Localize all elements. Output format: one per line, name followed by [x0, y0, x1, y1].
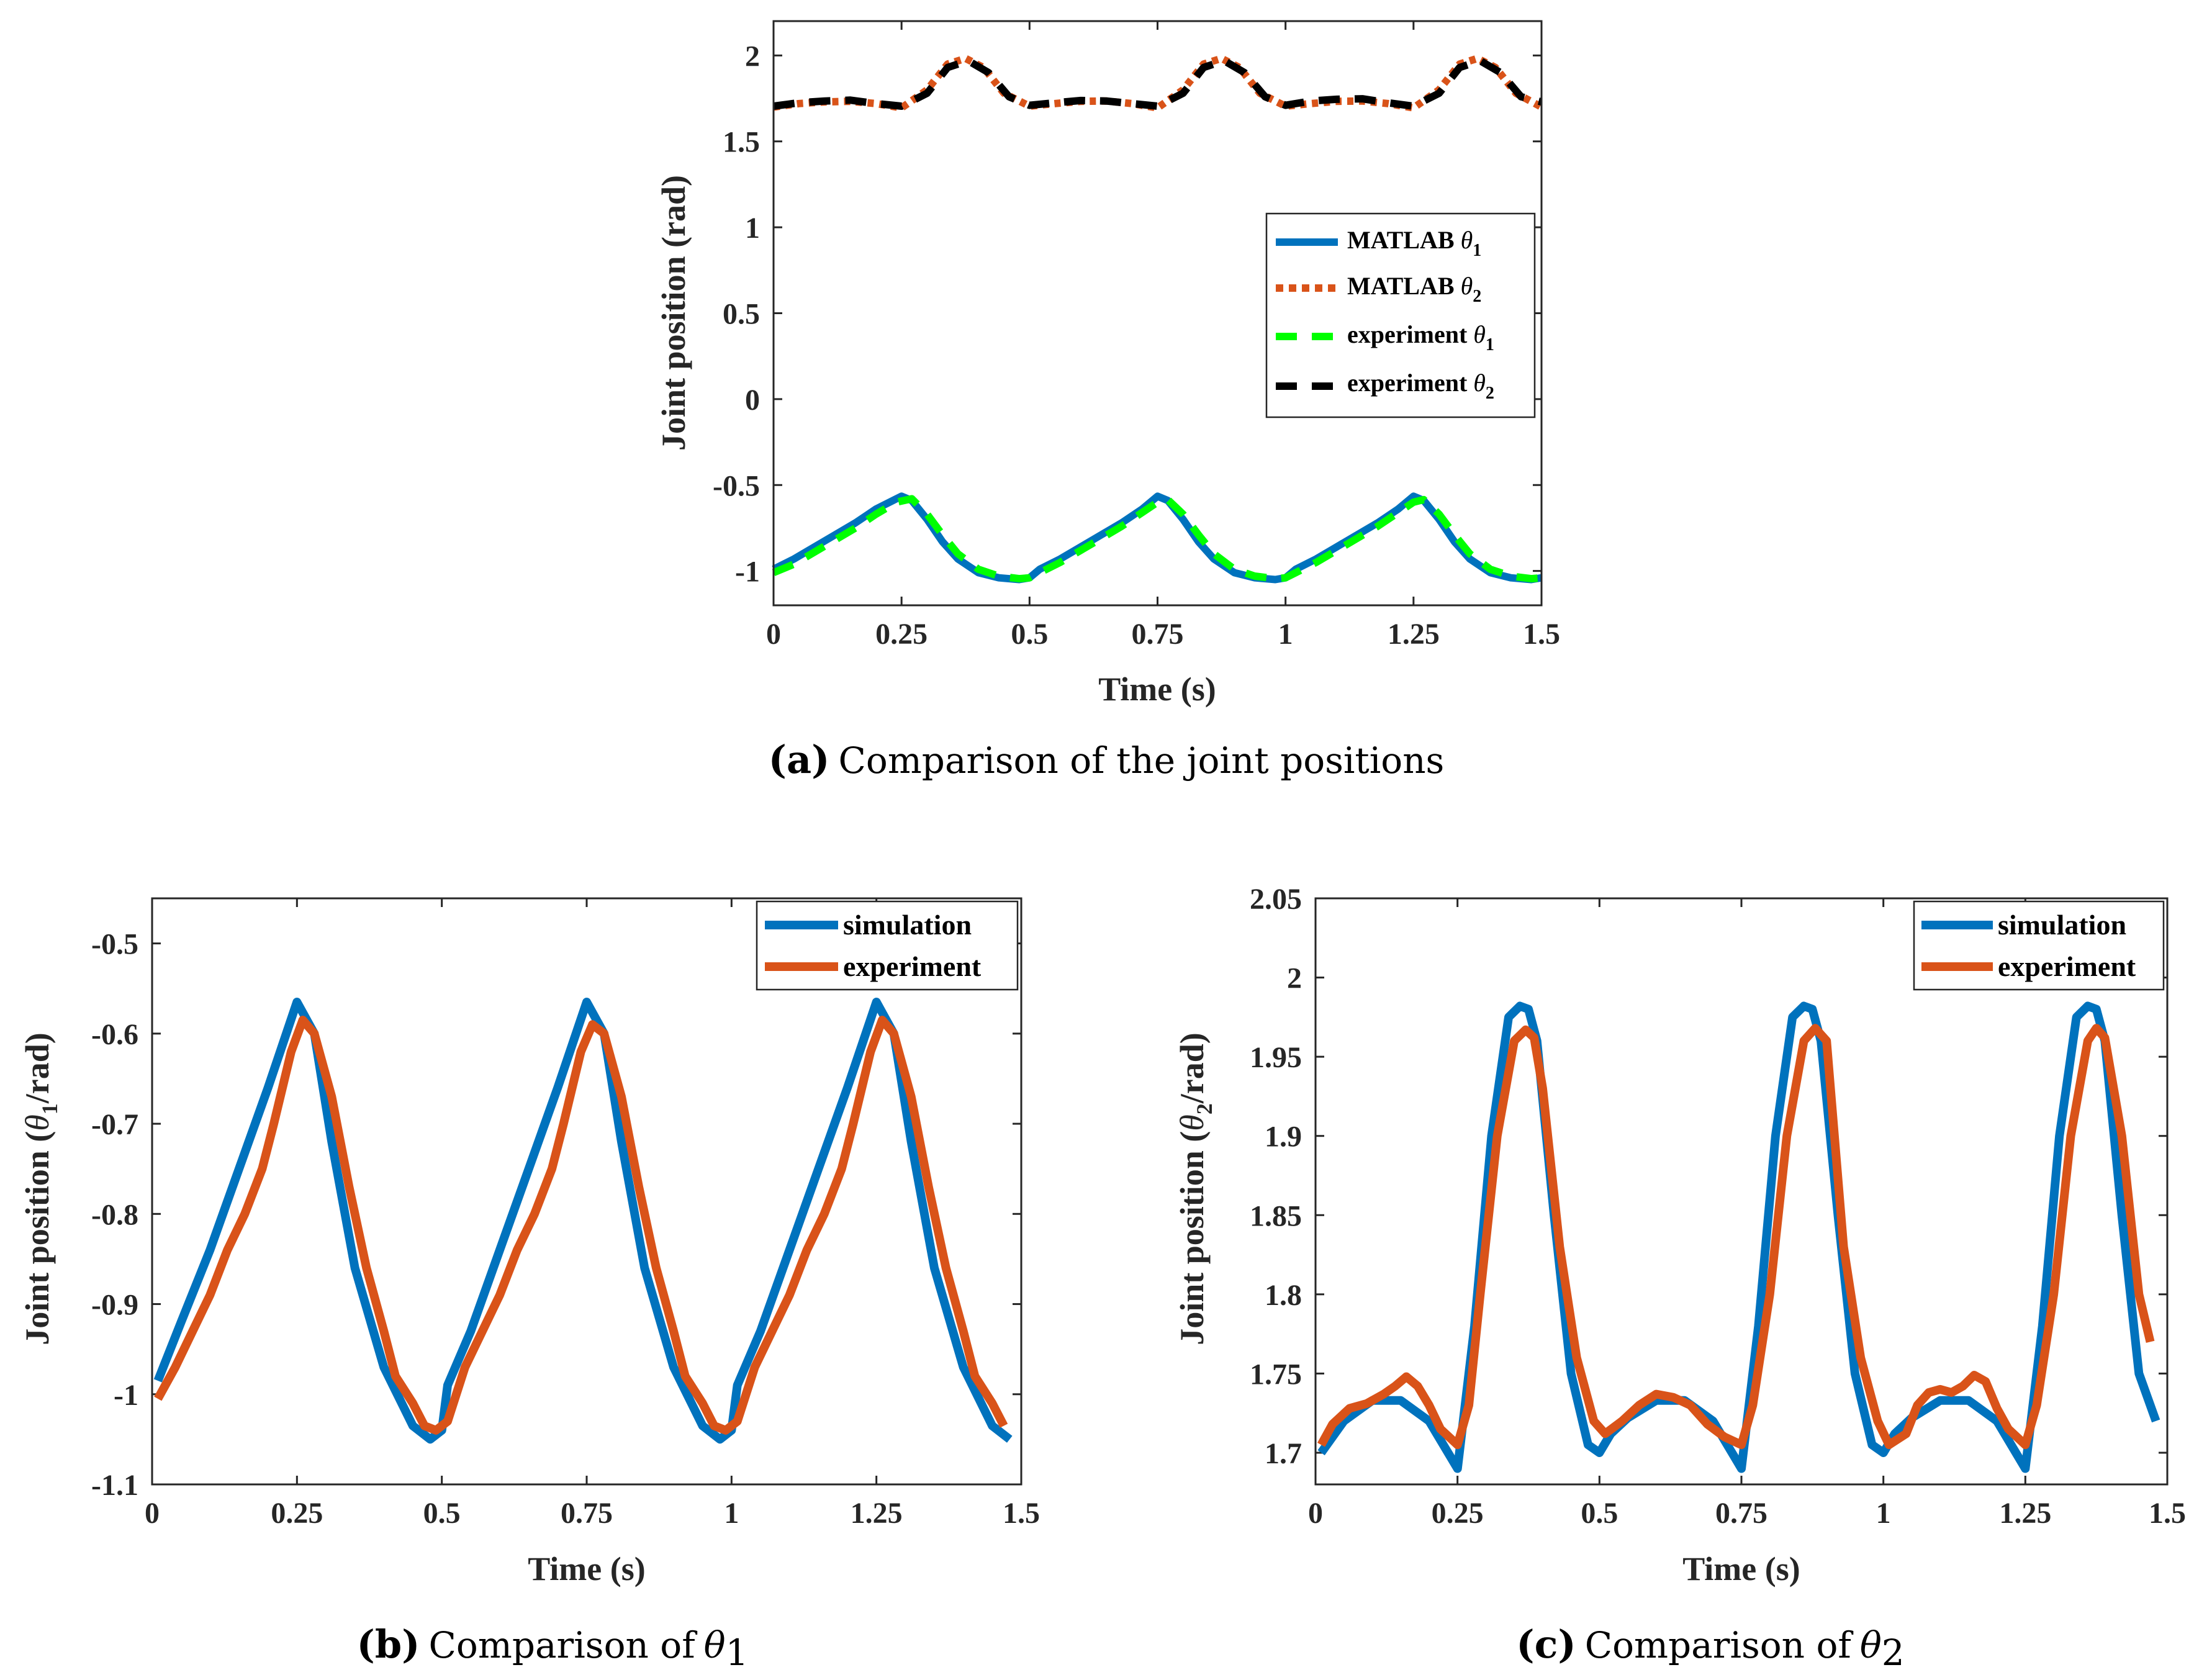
- c-series-group: [1317, 1001, 2160, 1473]
- a-y-tick-label-3: 0.5: [723, 298, 760, 331]
- chart-panel-a: 0 0.25 0.5 0.75 1 1.25 1.5 -1 -0.5 0 0.5 1 1.5 2 Time…: [655, 20, 1560, 782]
- b-x-axis-label: Time (s): [528, 1550, 645, 1587]
- c-legend: simulation experiment: [1913, 900, 2165, 991]
- a-plot-frame: [772, 20, 1543, 607]
- a-series-group: [772, 55, 1543, 584]
- a-series-line-1: [772, 492, 1543, 584]
- c-legend-box: [1913, 900, 2165, 991]
- c-y-tick-label-0: 1.7: [1265, 1437, 1302, 1470]
- a-x-tick-label-0: 0: [766, 618, 781, 651]
- b-legend-entry-2: experiment: [765, 950, 982, 982]
- b-series-line-2: [154, 1016, 1008, 1435]
- chart-panel-c: 0 0.25 0.5 0.75 1 1.25 1.5 1.7 1.75 1.8 1.85 1.9 1.9…: [1173, 883, 2186, 1674]
- b-x-tick-label-0: 0: [145, 1497, 160, 1530]
- c-y-tick-label-7: 2.05: [1250, 883, 1302, 916]
- c-y-tick-label-5: 1.95: [1250, 1041, 1302, 1074]
- a-y-tick-label-4: 1: [745, 212, 760, 245]
- c-caption: (c) Comparison of θ2: [1516, 1622, 1904, 1674]
- c-y-tick-label-1: 1.75: [1250, 1358, 1302, 1391]
- c-x-tick-label-2: 0.5: [1581, 1497, 1618, 1530]
- c-y-tick-label-4: 1.9: [1265, 1121, 1302, 1154]
- a-legend-box: [1265, 212, 1536, 418]
- a-y-tick-label-1: -0.5: [713, 469, 760, 502]
- a-x-tick-label-3: 0.75: [1132, 618, 1184, 651]
- c-x-tick-label-3: 0.75: [1715, 1497, 1767, 1530]
- b-axes: 0 0.25 0.5 0.75 1 1.25 1.5 -1.1 -1 -0.9 -0.8 -0.7 -0…: [91, 898, 1040, 1530]
- a-y-tick-label-5: 1.5: [723, 126, 760, 159]
- b-y-tick-label-1: -1: [114, 1379, 138, 1412]
- c-legend-label-2: experiment: [1998, 950, 2136, 982]
- c-plot-frame: [1314, 897, 2169, 1486]
- a-x-tick-label-2: 0.5: [1011, 618, 1048, 651]
- a-legend-label-1: MATLAB θ1: [1347, 226, 1481, 260]
- b-x-tick-label-6: 1.5: [1003, 1497, 1040, 1530]
- c-y-tick-label-3: 1.85: [1250, 1199, 1302, 1232]
- b-legend-box: [756, 900, 1019, 991]
- c-y-tick-label-6: 2: [1287, 962, 1302, 995]
- c-legend-entry-1: simulation: [1921, 909, 2126, 941]
- b-legend: simulation experiment: [756, 900, 1019, 991]
- a-caption: (a) Comparison of the joint positions: [769, 737, 1445, 782]
- b-caption: (b) Comparison of θ1: [357, 1622, 749, 1674]
- a-legend: MATLAB θ1 MATLAB θ2 experiment θ1 experi…: [1265, 212, 1536, 418]
- a-legend-entry-2: MATLAB θ2: [1276, 272, 1481, 306]
- c-y-tick-label-2: 1.8: [1265, 1279, 1302, 1312]
- c-axes: 0 0.25 0.5 0.75 1 1.25 1.5 1.7 1.75 1.8 1.85 1.9 1.9…: [1250, 883, 2186, 1530]
- a-axes: 0 0.25 0.5 0.75 1 1.25 1.5 -1 -0.5 0 0.5 1 1.5 2: [713, 21, 1560, 651]
- b-plot-frame: [151, 897, 1022, 1486]
- a-y-tick-label-0: -1: [735, 556, 760, 589]
- a-x-tick-label-4: 1: [1278, 618, 1293, 651]
- b-legend-label-1: simulation: [843, 909, 972, 941]
- a-legend-label-3: experiment θ1: [1347, 320, 1494, 354]
- c-x-tick-label-1: 0.25: [1432, 1497, 1484, 1530]
- b-series-group: [153, 998, 1013, 1444]
- a-y-tick-label-2: 0: [745, 384, 760, 417]
- a-x-tick-label-5: 1.25: [1388, 618, 1440, 651]
- a-y-tick-label-6: 2: [745, 40, 760, 73]
- c-x-tick-label-4: 1: [1876, 1497, 1891, 1530]
- a-legend-entry-3: experiment θ1: [1276, 320, 1494, 354]
- c-legend-label-1: simulation: [1998, 909, 2126, 941]
- a-legend-label-2: MATLAB θ2: [1347, 272, 1481, 306]
- b-y-tick-label-2: -0.9: [91, 1289, 138, 1322]
- a-x-tick-label-6: 1.5: [1523, 618, 1560, 651]
- c-y-axis-label: Joint position (θ2/rad): [1173, 1032, 1217, 1345]
- b-legend-label-2: experiment: [843, 950, 982, 982]
- a-legend-entry-4: experiment θ2: [1276, 369, 1494, 403]
- b-y-tick-label-6: -0.5: [91, 928, 138, 961]
- a-x-axis-label: Time (s): [1098, 670, 1216, 708]
- c-legend-entry-2: experiment: [1921, 950, 2136, 982]
- a-x-tick-label-1: 0.25: [875, 618, 928, 651]
- chart-panel-b: 0 0.25 0.5 0.75 1 1.25 1.5 -1.1 -1 -0.9 -0.8 -0.7 -0…: [19, 897, 1040, 1674]
- c-series-line-1: [1317, 1001, 2160, 1473]
- a-y-axis-label: Joint position (rad): [655, 175, 692, 451]
- b-legend-entry-1: simulation: [765, 909, 972, 941]
- c-x-tick-label-5: 1.25: [1999, 1497, 2051, 1530]
- b-y-tick-label-5: -0.6: [91, 1018, 138, 1051]
- c-x-tick-label-0: 0: [1308, 1497, 1323, 1530]
- a-series-line-4: [773, 56, 1543, 110]
- c-x-tick-label-6: 1.5: [2149, 1497, 2186, 1530]
- b-y-tick-label-4: -0.7: [91, 1108, 138, 1141]
- c-x-axis-label: Time (s): [1682, 1550, 1800, 1587]
- b-y-tick-label-0: -1.1: [91, 1469, 138, 1502]
- b-x-tick-label-4: 1: [724, 1497, 739, 1530]
- c-series-line-2: [1317, 1024, 2155, 1450]
- b-y-tick-label-3: -0.8: [91, 1198, 138, 1231]
- a-legend-entry-1: MATLAB θ1: [1276, 226, 1481, 260]
- b-x-tick-label-1: 0.25: [271, 1497, 323, 1530]
- b-x-tick-label-5: 1.25: [851, 1497, 903, 1530]
- b-x-tick-label-2: 0.5: [423, 1497, 461, 1530]
- a-legend-label-4: experiment θ2: [1347, 369, 1494, 403]
- b-x-tick-label-3: 0.75: [561, 1497, 613, 1530]
- a-series-line-3: [772, 495, 1542, 583]
- b-y-axis-label: Joint position (θ1/rad): [19, 1032, 62, 1345]
